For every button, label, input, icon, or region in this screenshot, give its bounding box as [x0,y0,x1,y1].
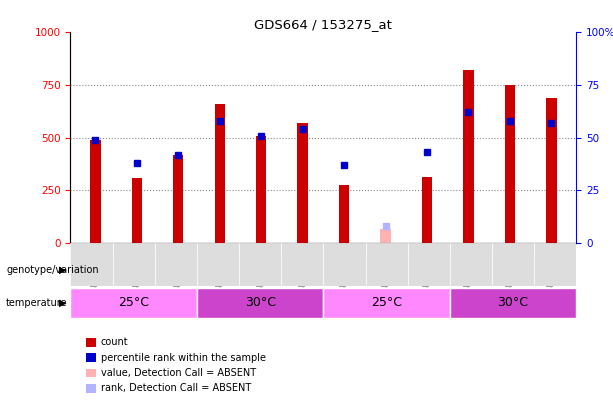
Bar [422,177,432,243]
Text: percentile rank within the sample: percentile rank within the sample [101,353,265,362]
Text: count: count [101,337,128,347]
Bar [339,185,349,243]
Bar [380,229,390,243]
Bar [463,70,474,243]
Text: genotype/variation: genotype/variation [6,265,99,275]
Bar [90,140,101,243]
Text: 25°C: 25°C [371,296,402,309]
Bar [365,243,408,286]
Bar [70,255,324,286]
Text: temperature: temperature [6,298,67,307]
Text: 25°C: 25°C [118,296,149,309]
Bar [281,243,324,286]
Bar [256,136,267,243]
Bar [546,98,557,243]
Bar [492,243,534,286]
Bar [70,288,197,318]
Bar [70,243,113,286]
Bar [450,243,492,286]
Text: 30°C: 30°C [498,296,528,309]
Bar [173,155,183,243]
Bar [197,288,324,318]
Bar [324,255,576,286]
Bar [504,85,515,243]
Title: GDS664 / 153275_at: GDS664 / 153275_at [254,18,392,31]
Bar [380,237,390,243]
Text: ▶: ▶ [59,265,66,275]
Bar [534,243,576,286]
Bar [132,178,142,243]
Bar [324,243,365,286]
Bar [297,123,308,243]
Text: ▶: ▶ [59,298,66,307]
Bar [154,243,197,286]
Text: rank, Detection Call = ABSENT: rank, Detection Call = ABSENT [101,384,251,393]
Text: wt: wt [189,264,205,277]
Bar [324,288,450,318]
Text: value, Detection Call = ABSENT: value, Detection Call = ABSENT [101,368,256,378]
Bar [450,288,576,318]
Text: 30°C: 30°C [245,296,276,309]
Bar [113,243,154,286]
Bar [215,104,225,243]
Text: mutant: mutant [427,264,473,277]
Bar [197,243,239,286]
Bar [408,243,450,286]
Bar [239,243,281,286]
